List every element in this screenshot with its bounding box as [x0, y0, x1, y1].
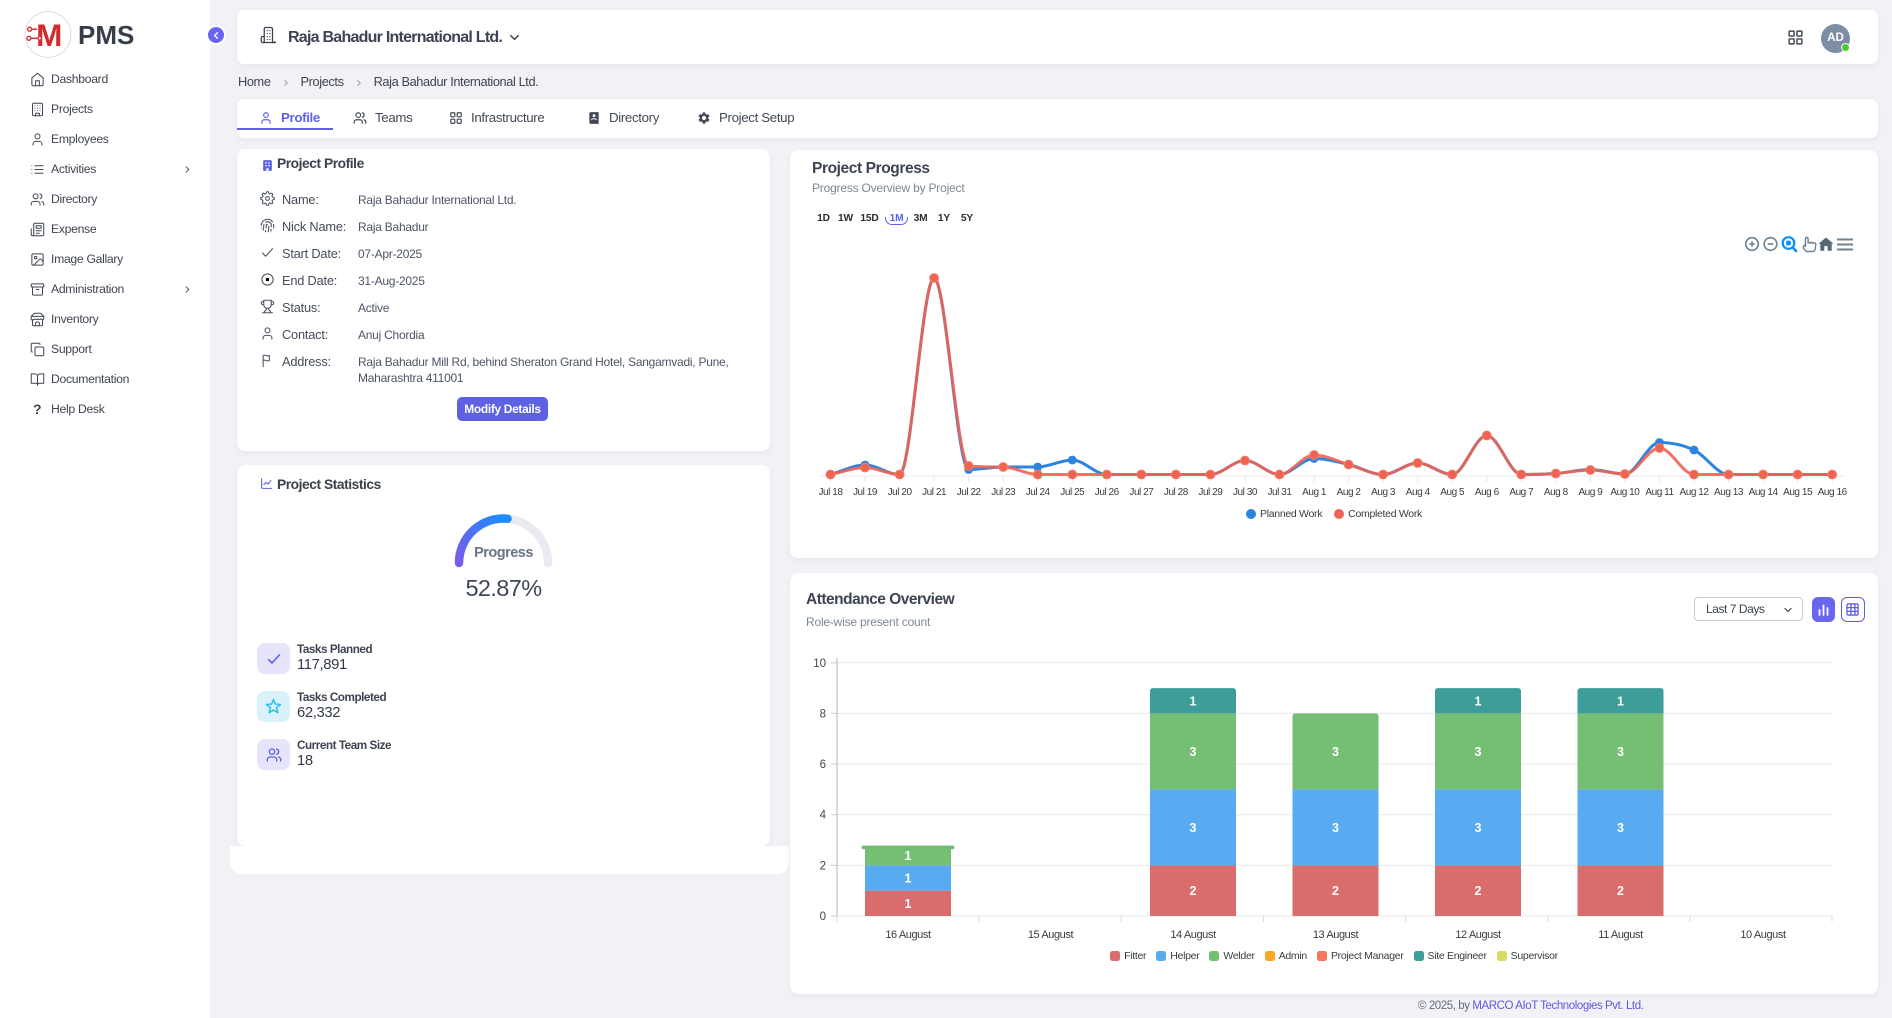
- svg-text:Jul 23: Jul 23: [991, 487, 1016, 498]
- svg-text:Aug 13: Aug 13: [1714, 487, 1744, 498]
- svg-text:1: 1: [905, 872, 912, 886]
- svg-text:3: 3: [1332, 745, 1339, 759]
- svg-text:2: 2: [820, 860, 826, 872]
- svg-text:Jul 22: Jul 22: [957, 487, 982, 498]
- svg-text:Jul 27: Jul 27: [1129, 487, 1154, 498]
- svg-text:1: 1: [1617, 694, 1624, 708]
- svg-text:2: 2: [1475, 884, 1482, 898]
- svg-text:16 August: 16 August: [885, 929, 931, 941]
- svg-text:Jul 30: Jul 30: [1233, 487, 1258, 498]
- svg-text:10: 10: [813, 658, 826, 670]
- svg-text:3: 3: [1190, 745, 1197, 759]
- svg-text:Aug 2: Aug 2: [1337, 487, 1362, 498]
- svg-text:1: 1: [1190, 694, 1197, 708]
- svg-text:2: 2: [1617, 884, 1624, 898]
- svg-text:1: 1: [905, 849, 912, 863]
- svg-text:14 August: 14 August: [1170, 929, 1216, 941]
- svg-text:3: 3: [1617, 821, 1624, 835]
- svg-text:15 August: 15 August: [1028, 929, 1074, 941]
- svg-text:Aug 8: Aug 8: [1544, 487, 1569, 498]
- svg-text:Jul 18: Jul 18: [819, 487, 844, 498]
- svg-text:3: 3: [1475, 821, 1482, 835]
- svg-text:13 August: 13 August: [1313, 929, 1359, 941]
- svg-text:10 August: 10 August: [1740, 929, 1786, 941]
- svg-text:Aug 10: Aug 10: [1610, 487, 1640, 498]
- svg-text:3: 3: [1332, 821, 1339, 835]
- svg-text:M: M: [36, 17, 62, 53]
- svg-text:Aug 11: Aug 11: [1645, 487, 1674, 498]
- svg-text:11 August: 11 August: [1598, 929, 1643, 941]
- svg-text:Jul 31: Jul 31: [1268, 487, 1293, 498]
- svg-text:Aug 5: Aug 5: [1440, 487, 1465, 498]
- svg-text:Jul 29: Jul 29: [1198, 487, 1223, 498]
- svg-text:12 August: 12 August: [1455, 929, 1501, 941]
- svg-text:Aug 4: Aug 4: [1406, 487, 1431, 498]
- svg-text:Aug 12: Aug 12: [1680, 487, 1710, 498]
- svg-text:Aug 15: Aug 15: [1783, 487, 1813, 498]
- svg-text:Aug 6: Aug 6: [1475, 487, 1500, 498]
- svg-text:1: 1: [905, 897, 912, 911]
- svg-text:2: 2: [1332, 884, 1339, 898]
- svg-text:Aug 3: Aug 3: [1371, 487, 1396, 498]
- svg-text:Jul 25: Jul 25: [1060, 487, 1085, 498]
- svg-text:0: 0: [820, 911, 826, 923]
- svg-text:Jul 26: Jul 26: [1095, 487, 1120, 498]
- svg-text:Jul 24: Jul 24: [1026, 487, 1051, 498]
- svg-text:3: 3: [1190, 821, 1197, 835]
- svg-text:Aug 7: Aug 7: [1509, 487, 1534, 498]
- svg-text:Aug 9: Aug 9: [1578, 487, 1603, 498]
- svg-text:Aug 14: Aug 14: [1749, 487, 1779, 498]
- svg-text:3: 3: [1617, 745, 1624, 759]
- svg-text:Jul 20: Jul 20: [888, 487, 913, 498]
- svg-text:Jul 28: Jul 28: [1164, 487, 1189, 498]
- svg-text:Aug 1: Aug 1: [1302, 487, 1327, 498]
- svg-text:Aug 16: Aug 16: [1818, 487, 1848, 498]
- svg-text:6: 6: [820, 759, 826, 771]
- svg-text:4: 4: [820, 810, 827, 822]
- svg-text:8: 8: [820, 708, 826, 720]
- svg-text:2: 2: [1190, 884, 1197, 898]
- svg-text:Jul 19: Jul 19: [853, 487, 878, 498]
- svg-text:1: 1: [1475, 694, 1482, 708]
- svg-text:Jul 21: Jul 21: [922, 487, 947, 498]
- svg-text:3: 3: [1475, 745, 1482, 759]
